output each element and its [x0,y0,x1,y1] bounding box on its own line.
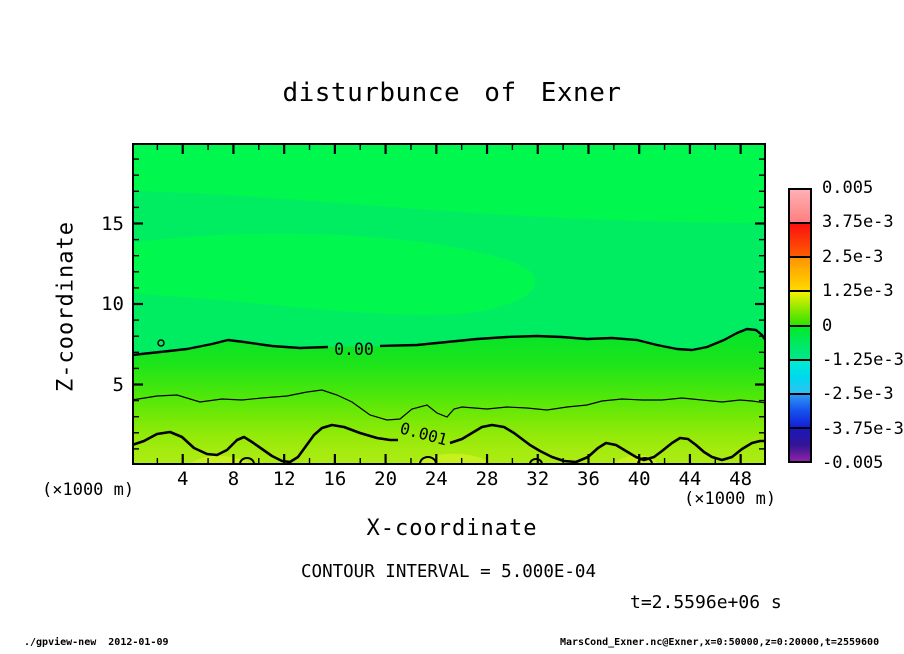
colorbar-tick-label: -1.25e-3 [822,349,904,370]
x-axis-label: X-coordinate [366,516,538,541]
contour-label-zero: 0.00 [334,340,374,359]
colorbar-block [790,292,810,327]
colorbar-tick-label: -3.75e-3 [822,418,904,439]
contour-line-1e-3-left [132,423,398,464]
colorbar-tick-label: -2.5e-3 [822,384,894,405]
colorbar-block [790,224,810,259]
x-tick-label: 4 [176,468,189,490]
footer-datasource: MarsCond_Exner.nc@Exner,x=0:50000,z=0:20… [560,637,880,648]
surface-warm-patch [410,453,490,465]
colorbar-block [790,360,810,395]
x-tick-label: 32 [526,468,550,490]
x-tick-label: 36 [577,468,600,490]
contour-plot-area: 0.00 0.001 [132,143,766,465]
contour-line-1e-3-right [449,423,766,464]
contour-line-zero-left [132,338,329,357]
colorbar-tick-label: 0 [822,315,833,336]
contour-line-5e-4 [132,389,766,421]
y-tick-label: 5 [112,373,124,396]
page-title: disturbunce of Exner [282,78,622,108]
x-tick-label: 8 [227,468,240,490]
x-tick-label: 40 [627,468,651,490]
y-axis-unit: (×1000 m) [42,480,135,500]
closed-contour-surface [239,457,255,465]
colorbar-tick-label: -0.005 [822,453,884,473]
colorbar-tick-label: 2.5e-3 [822,246,884,267]
colorbar-block [790,190,810,225]
colorbar-block [790,326,810,361]
axis-ticks [134,145,764,463]
x-tick-label: 16 [323,468,347,490]
x-tick-label: 24 [424,468,448,490]
closed-contour-speck [157,339,165,347]
y-tick-label: 10 [101,293,124,315]
closed-contour-surface [529,458,543,465]
field-shade-patch-top [132,143,766,223]
x-axis-unit: (×1000 m) [684,489,777,509]
surface-warm-patch [187,455,254,465]
colorbar-tick-label: 1.25e-3 [822,281,894,302]
field-positive-region [132,329,766,465]
x-tick-label: 48 [729,468,753,490]
plot-frame [132,143,766,465]
contour-interval-note: CONTOUR INTERVAL = 5.000E-04 [301,562,597,582]
colorbar-tick-label: 3.75e-3 [822,212,894,233]
footer-command: ./gpview-new 2012-01-09 [24,637,169,648]
y-tick-label: 15 [101,212,124,235]
x-tick-label: 44 [678,468,702,490]
time-annotation: t=2.5596e+06 s [630,592,782,613]
field-shade-patch-mid [132,233,536,315]
x-tick-label: 28 [475,468,499,490]
colorbar-block [790,258,810,293]
colorbar-tick-label: 0.005 [822,178,874,198]
x-tick-label: 12 [272,468,296,490]
colorbar [788,188,812,463]
contour-line-zero-right [379,327,766,352]
x-tick-label: 20 [374,468,398,490]
colorbar-block [790,394,810,429]
colorbar-block [790,428,810,461]
y-axis-label: Z-coordinate [53,221,79,392]
